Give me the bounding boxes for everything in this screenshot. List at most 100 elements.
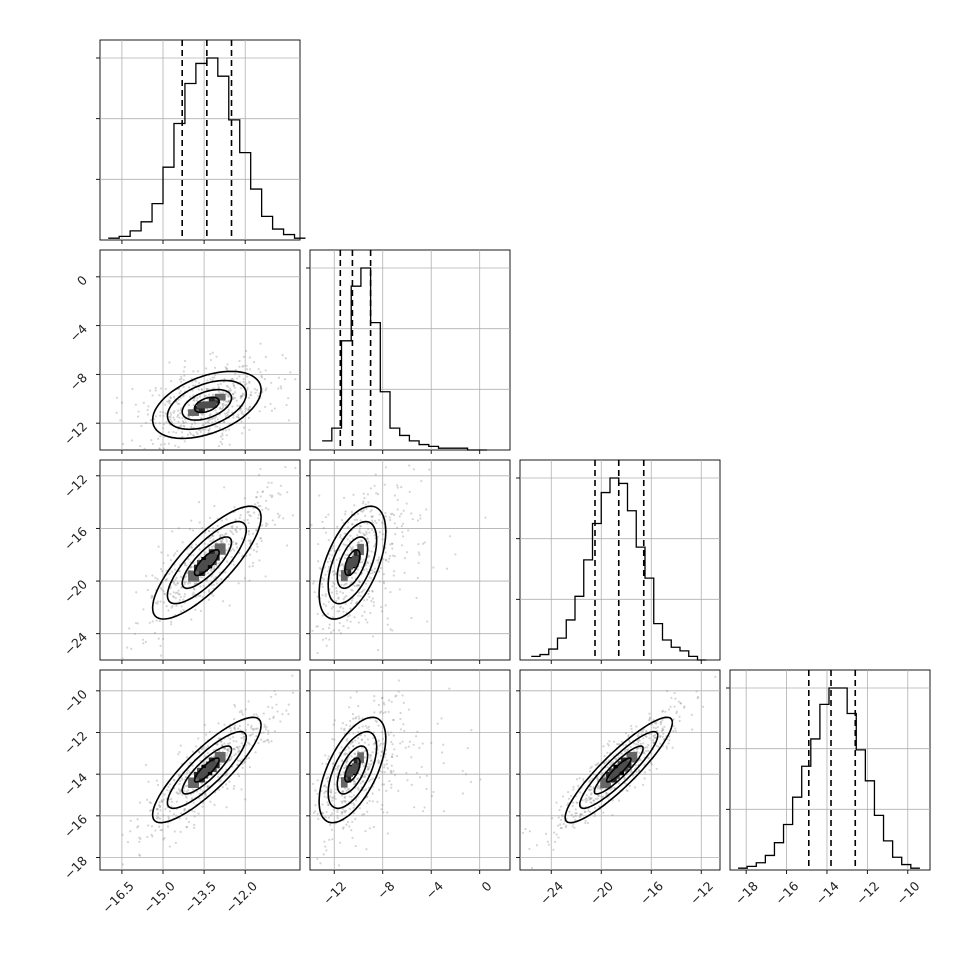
- panel-2-0-point-170: [176, 591, 179, 594]
- panel-3-2-point-223: [572, 815, 575, 818]
- panel-2-0-point-459: [156, 577, 159, 581]
- panel-1-0-point-121: [225, 367, 228, 370]
- panel-3-1-point-8: [383, 763, 386, 766]
- panel-3-0-point-482: [219, 763, 222, 766]
- panel-2-0-point-330: [220, 519, 224, 522]
- panel-2-1-point-401: [384, 558, 388, 561]
- panel-2-0-point-37: [199, 555, 202, 558]
- panel-2-0-point-152: [212, 527, 215, 530]
- panel-3-2-point-133: [701, 705, 705, 708]
- panel-2-0-point-190: [201, 596, 204, 599]
- panel-1-0-point-246: [280, 387, 283, 390]
- panel-3-1-point-461: [333, 719, 336, 722]
- panel-3-2-point-219: [659, 735, 662, 739]
- panel-3-0-point-272: [204, 792, 207, 796]
- panel-3-1-point-497: [392, 770, 395, 773]
- panel-3-0-point-186: [212, 748, 215, 752]
- panel-2-1-point-515: [366, 493, 370, 496]
- panel-2-1-point-87: [384, 604, 387, 607]
- panel-1-0-point-426: [241, 394, 244, 397]
- panel-3-2-point-313: [562, 822, 565, 826]
- panel-2-1-point-460: [412, 468, 415, 471]
- panel-3-2-point-107: [547, 843, 550, 846]
- panel-2-0-point-383: [171, 530, 174, 533]
- panel-2-1-point-478: [321, 585, 324, 588]
- panel-2-0-point-4: [178, 570, 181, 573]
- panel-3-2-point-1: [675, 710, 678, 713]
- panel-2-0-point-346: [156, 600, 159, 603]
- panel-2-1-point-418: [363, 588, 366, 591]
- panel-1-0-point-337: [225, 384, 228, 387]
- panel-2-0-point-189: [231, 527, 234, 530]
- panel-2-0-point-472: [177, 527, 180, 530]
- panel-1-0-point-154: [120, 401, 124, 404]
- panel-3-0-point-60: [246, 723, 250, 726]
- panel-1-0-point-193: [183, 365, 186, 369]
- panel-3-0-point-277: [233, 754, 236, 757]
- panel-3-0-point-2: [262, 740, 265, 743]
- panel-2-0-point-234: [208, 530, 211, 533]
- panel-2-1-point-124: [426, 620, 429, 623]
- ytick-label-3-4: −10: [61, 686, 90, 715]
- panel-2-0-point-299: [269, 494, 272, 497]
- panel-3-0-point-444: [248, 743, 251, 746]
- panel-2-0-point-463: [123, 665, 125, 667]
- panel-1-0-point-43: [237, 416, 241, 420]
- panel-2-1-point-172: [391, 512, 394, 515]
- panel-3-1-point-21: [325, 810, 328, 814]
- panel-3-1-density-1: [344, 771, 352, 783]
- panel-2-0-point-493: [190, 546, 194, 549]
- panel-1-0-point-159: [207, 451, 209, 453]
- panel-3-0-point-332: [156, 815, 159, 818]
- panel-1-0-point-44: [217, 383, 220, 386]
- panel-3-2-point-278: [606, 751, 609, 754]
- panel-2-0-point-320: [121, 657, 124, 660]
- panel-1-0-point-115: [209, 378, 212, 381]
- panel-2-0-point-53: [154, 576, 157, 579]
- panel-3-1-point-160: [343, 727, 346, 730]
- panel-2-1-point-265: [350, 548, 354, 551]
- panel-3-1-point-27: [339, 774, 342, 777]
- panel-3-0-point-54: [231, 735, 235, 739]
- panel-3-1-point-441: [354, 739, 357, 742]
- panel-3-0-point-373: [228, 780, 231, 783]
- panel-2-1-point-269: [312, 582, 315, 585]
- panel-2-1-point-210: [370, 515, 373, 518]
- panel-3-1-point-331: [377, 759, 380, 762]
- panel-1-0-point-245: [177, 413, 180, 417]
- panel-3-1-point-231: [357, 736, 360, 740]
- panel-3-0-point-489: [148, 809, 152, 812]
- panel-3-0-point-391: [179, 779, 182, 782]
- panel-2-0-point-260: [219, 533, 222, 537]
- panel-3-1-point-114: [377, 703, 381, 707]
- panel-3-1-point-257: [360, 746, 364, 749]
- panel-3-1-point-201: [363, 749, 367, 752]
- panel-2-1-point-422: [417, 551, 420, 554]
- panel-2-0-point-18: [286, 491, 289, 494]
- panel-3-1-point-85: [358, 726, 361, 729]
- panel-3-2-point-273: [648, 717, 651, 720]
- panel-3-1-point-36: [363, 789, 366, 792]
- panel-1-0-point-103: [228, 399, 231, 402]
- panel-3-2-point-5: [640, 733, 643, 736]
- panel-2-0-point-357: [205, 579, 208, 583]
- panel-1-0-density-4: [214, 393, 226, 401]
- panel-3-1-point-147: [421, 742, 424, 745]
- panel-3-1-point-32: [394, 695, 397, 698]
- panel-2-1-point-455: [403, 557, 406, 560]
- panel-3-0-point-202: [201, 805, 204, 808]
- panel-3-0-point-108: [187, 820, 191, 824]
- panel-3-1-point-318: [341, 759, 344, 762]
- panel-3-1-point-383: [353, 752, 357, 756]
- panel-2-1-point-337: [346, 553, 350, 556]
- panel-1-0-point-182: [242, 355, 246, 358]
- panel-1-0-point-188: [200, 416, 203, 420]
- panel-2-0-point-67: [195, 582, 198, 585]
- panel-2-0-point-263: [156, 602, 159, 605]
- panel-3-2-point-406: [564, 826, 567, 829]
- panel-2-0-point-39: [172, 595, 176, 599]
- panel-3-1-point-238: [344, 800, 347, 803]
- panel-1-0-point-170: [226, 413, 229, 417]
- panel-3-2-point-76: [593, 812, 596, 816]
- panel-1-0-point-141: [208, 427, 211, 430]
